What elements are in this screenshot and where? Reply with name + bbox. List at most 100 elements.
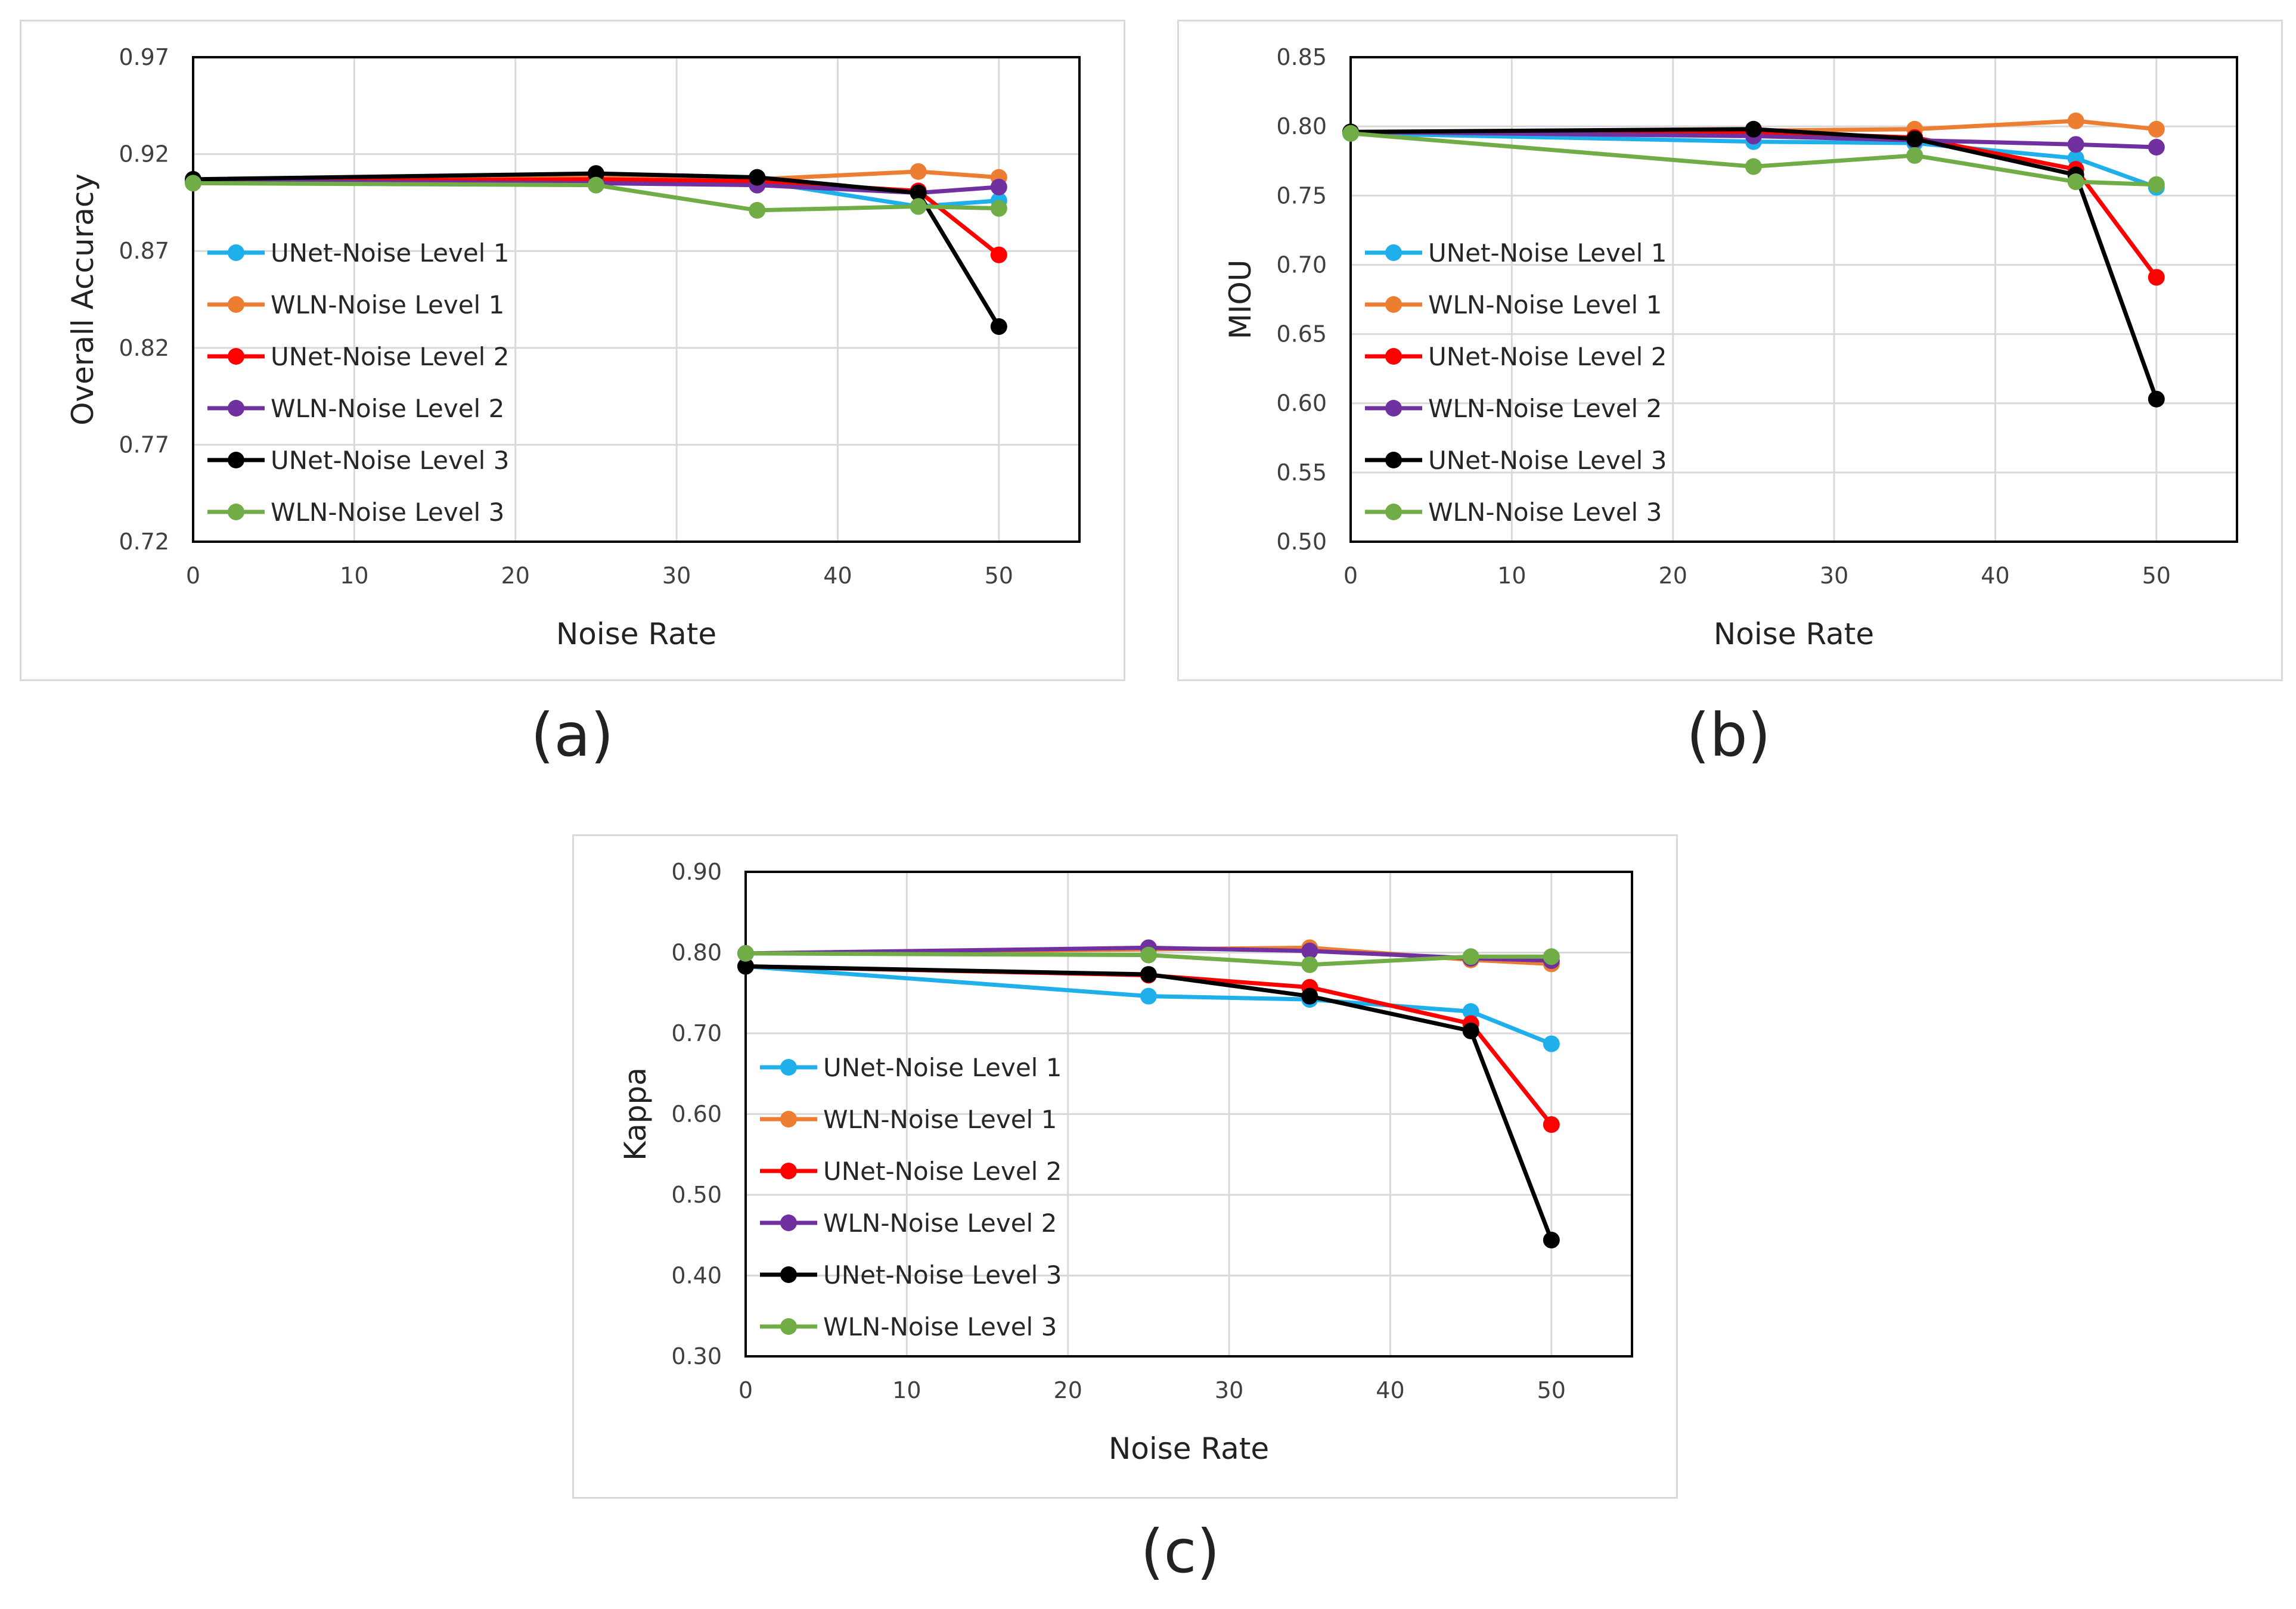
y-tick-label: 0.50 [671, 1182, 722, 1208]
legend-swatch-marker [1385, 244, 1402, 261]
data-point [1543, 1116, 1560, 1133]
plot-area-border [1349, 56, 2238, 543]
legend-swatch-marker [228, 452, 244, 468]
data-point [910, 184, 927, 201]
y-tick-label: 0.60 [671, 1101, 722, 1127]
y-tick-label: 0.72 [119, 529, 169, 555]
data-point [1462, 1003, 1479, 1020]
legend-swatch-marker [228, 504, 244, 520]
data-point [910, 198, 927, 215]
legend-swatch-marker [228, 400, 244, 417]
y-tick-label: 0.80 [671, 940, 722, 966]
data-point [1745, 158, 1762, 175]
legend-label: WLN-Noise Level 2 [823, 1209, 1057, 1238]
y-tick-label: 0.90 [671, 859, 722, 885]
x-tick-label: 20 [1659, 563, 1687, 589]
data-point [910, 163, 927, 180]
legend-label: UNet-Noise Level 2 [1428, 342, 1667, 371]
data-point [1301, 987, 1318, 1005]
y-tick-label: 0.77 [119, 431, 169, 458]
legend-label: UNet-Noise Level 1 [271, 238, 509, 268]
legend-label: WLN-Noise Level 2 [1428, 394, 1662, 423]
legend-label: WLN-Noise Level 1 [823, 1105, 1057, 1134]
legend-swatch-marker [1385, 296, 1402, 313]
chart-panel-c: 0.30 0.40 0.50 0.60 0.70 0.80 0.90 0 10 20 30 40 50 N… [572, 834, 1678, 1499]
data-point [1140, 966, 1157, 983]
y-axis-title: Kappa [618, 1067, 653, 1161]
y-tick-label: 0.70 [671, 1020, 722, 1046]
data-point [587, 165, 604, 182]
data-point [1140, 987, 1157, 1005]
x-tick-label: 20 [1054, 1377, 1082, 1403]
data-point [749, 169, 766, 186]
chart-b-svg: 0.50 0.55 0.60 0.65 0.70 0.75 0.80 0.85 0 10 20 30 4… [1223, 44, 2238, 651]
legend-swatch-marker [780, 1111, 797, 1127]
chart-panel-a: 0.72 0.77 0.82 0.87 0.92 0.97 0 10 20 30 40 50 Noise… [20, 20, 1125, 681]
x-tick-label: 30 [1820, 563, 1848, 589]
data-point [990, 246, 1007, 263]
y-tick-label: 0.92 [119, 141, 169, 167]
chart-panel-b: 0.50 0.55 0.60 0.65 0.70 0.75 0.80 0.85 0 10 20 30 4… [1177, 20, 2283, 681]
x-tick-label: 40 [1376, 1377, 1404, 1403]
chart-a-svg: 0.72 0.77 0.82 0.87 0.92 0.97 0 10 20 30 40 50 Noise… [66, 44, 1081, 651]
legend-label: UNet-Noise Level 2 [823, 1157, 1062, 1186]
legend-label: WLN-Noise Level 3 [1428, 498, 1662, 527]
y-tick-label: 0.30 [671, 1343, 722, 1369]
data-point [990, 178, 1007, 195]
data-point [749, 201, 766, 219]
legend-swatch-marker [780, 1163, 797, 1179]
data-point [1543, 1035, 1560, 1052]
data-point [1906, 147, 1923, 164]
caption-b: (b) [1686, 700, 1771, 770]
data-point [2067, 173, 2084, 191]
legend-swatch-marker [780, 1214, 797, 1231]
data-point [1462, 948, 1479, 965]
data-point [2067, 112, 2084, 129]
data-point [1906, 131, 1923, 148]
chart-c-svg: 0.30 0.40 0.50 0.60 0.70 0.80 0.90 0 10 20 30 40 50 N… [618, 859, 1633, 1466]
legend-label: UNet-Noise Level 3 [1428, 446, 1667, 475]
data-point [1745, 120, 1762, 138]
x-tick-label: 40 [1981, 563, 2009, 589]
data-point [1301, 942, 1318, 959]
data-point [2067, 136, 2084, 153]
y-tick-label: 0.40 [671, 1263, 722, 1289]
legend-label: WLN-Noise Level 2 [271, 394, 504, 423]
x-tick-label: 0 [1344, 563, 1358, 589]
legend-swatch-marker [780, 1059, 797, 1076]
y-axis-title: MIOU [1223, 260, 1258, 340]
plot-area-border [192, 56, 1081, 543]
x-tick-label: 50 [1537, 1377, 1566, 1403]
legend-label: UNet-Noise Level 3 [271, 446, 509, 475]
legend-label: WLN-Noise Level 1 [271, 290, 504, 319]
x-tick-label: 30 [662, 563, 691, 589]
x-tick-label: 30 [1215, 1377, 1243, 1403]
caption-a: (a) [530, 700, 614, 770]
x-axis-title: Noise Rate [556, 617, 716, 651]
y-tick-label: 0.85 [1276, 44, 1327, 70]
legend-label: UNet-Noise Level 1 [823, 1053, 1062, 1082]
data-point [737, 958, 754, 975]
legend-swatch-marker [228, 348, 244, 365]
data-point [990, 318, 1007, 336]
legend-swatch-marker [1385, 452, 1402, 468]
y-tick-label: 0.60 [1276, 390, 1327, 417]
y-tick-label: 0.87 [119, 238, 169, 264]
data-point [2148, 138, 2165, 156]
y-tick-label: 0.65 [1276, 321, 1327, 347]
x-axis-title: Noise Rate [1714, 617, 1874, 651]
legend-swatch-marker [780, 1266, 797, 1283]
data-point [2148, 390, 2165, 408]
x-tick-label: 10 [1497, 563, 1526, 589]
data-point [2148, 120, 2165, 138]
y-tick-label: 0.97 [119, 44, 169, 70]
data-point [990, 200, 1007, 217]
y-tick-label: 0.80 [1276, 113, 1327, 139]
legend-label: WLN-Noise Level 3 [271, 498, 504, 527]
y-axis-title: Overall Accuracy [66, 173, 100, 425]
x-tick-label: 50 [985, 563, 1013, 589]
y-tick-label: 0.55 [1276, 459, 1327, 486]
legend-swatch-marker [1385, 400, 1402, 417]
y-tick-label: 0.70 [1276, 251, 1327, 278]
legend-swatch-marker [228, 296, 244, 313]
